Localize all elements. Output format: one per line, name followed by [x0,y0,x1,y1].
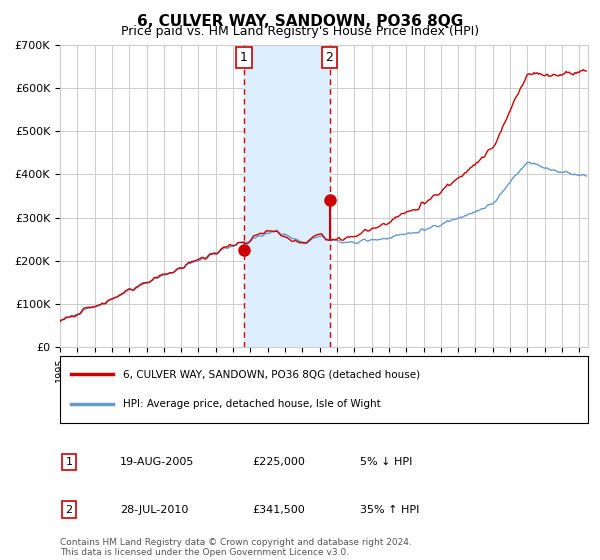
Text: 35% ↑ HPI: 35% ↑ HPI [360,505,419,515]
Text: 28-JUL-2010: 28-JUL-2010 [120,505,188,515]
Text: 1: 1 [240,51,248,64]
Text: 1: 1 [65,457,73,467]
Text: 2: 2 [326,51,334,64]
Text: £341,500: £341,500 [252,505,305,515]
Text: 2: 2 [65,505,73,515]
Text: 6, CULVER WAY, SANDOWN, PO36 8QG (detached house): 6, CULVER WAY, SANDOWN, PO36 8QG (detach… [124,370,421,380]
Text: 6, CULVER WAY, SANDOWN, PO36 8QG: 6, CULVER WAY, SANDOWN, PO36 8QG [137,14,463,29]
Bar [244,45,329,347]
Text: Price paid vs. HM Land Registry's House Price Index (HPI): Price paid vs. HM Land Registry's House … [121,25,479,38]
Text: 5% ↓ HPI: 5% ↓ HPI [360,457,412,467]
Text: HPI: Average price, detached house, Isle of Wight: HPI: Average price, detached house, Isle… [124,399,381,409]
Text: £225,000: £225,000 [252,457,305,467]
Text: 19-AUG-2005: 19-AUG-2005 [120,457,194,467]
Text: Contains HM Land Registry data © Crown copyright and database right 2024.
This d: Contains HM Land Registry data © Crown c… [60,538,412,557]
